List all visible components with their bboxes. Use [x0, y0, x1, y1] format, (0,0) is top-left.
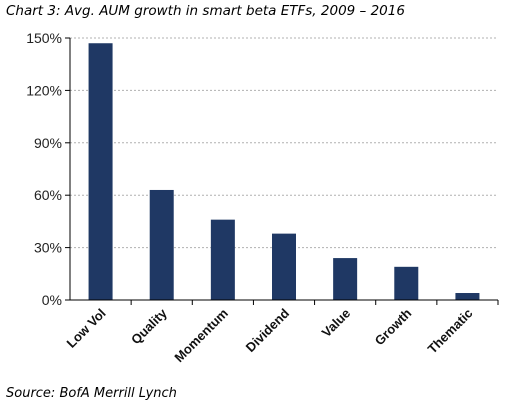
x-tick-label: Low Vol: [64, 306, 109, 351]
bar-momentum: [210, 219, 235, 300]
y-tick-label: 60%: [34, 187, 62, 203]
x-axis-labels: Low Vol Quality Momentum Dividend Value Growt…: [64, 300, 499, 366]
x-tick-label: Dividend: [243, 305, 292, 354]
y-tick-label: 120%: [26, 82, 62, 98]
x-tick-label: Quality: [128, 305, 170, 347]
x-tick-label: Value: [319, 306, 354, 341]
bars: [88, 43, 480, 301]
gridlines: [70, 37, 498, 249]
y-tick-label: 30%: [34, 240, 62, 256]
chart-source: Source: BofA Merrill Lynch: [6, 386, 177, 401]
y-tick-label: 0%: [42, 292, 62, 308]
bar-low-vol: [88, 43, 113, 301]
bar-thematic: [455, 293, 480, 300]
x-tick-label: Momentum: [171, 306, 231, 366]
x-tick-label: Growth: [372, 305, 415, 348]
y-tick-label: 150%: [26, 30, 62, 46]
y-axis-ticks: 0% 30% 60% 90% 120% 150%: [26, 30, 70, 308]
bar-dividend: [272, 233, 296, 300]
bar-quality: [149, 189, 174, 300]
bar-value: [333, 258, 358, 300]
y-tick-label: 90%: [34, 135, 62, 151]
x-tick-label: Thematic: [425, 306, 476, 357]
bar-growth: [394, 266, 419, 300]
chart-title: Chart 3: Avg. AUM growth in smart beta E…: [6, 3, 405, 19]
